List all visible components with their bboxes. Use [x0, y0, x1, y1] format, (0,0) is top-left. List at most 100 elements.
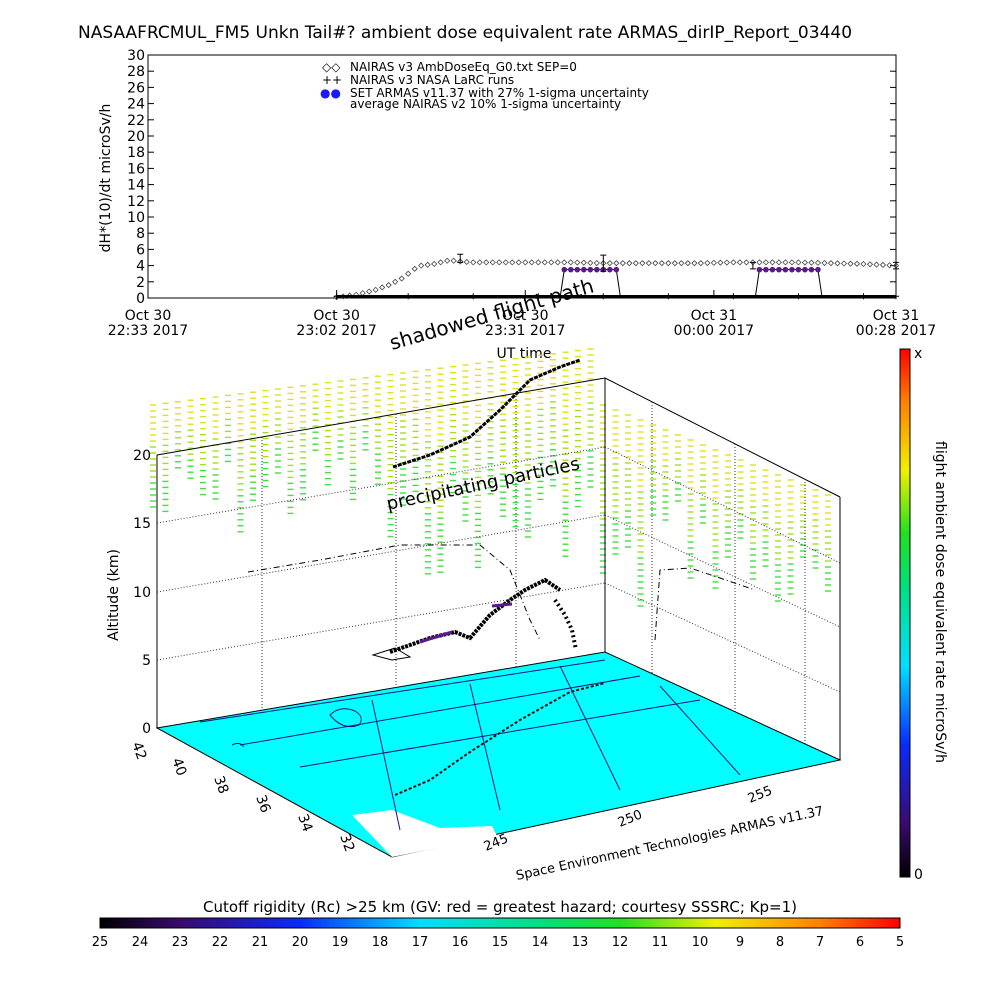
rigidity-tick-label: 24 — [132, 935, 149, 950]
nairas-larc-point — [665, 293, 672, 300]
nairas-v2-errorbar — [600, 254, 607, 272]
nairas-v3-point — [853, 260, 861, 267]
armas-point — [789, 266, 795, 273]
armas-point — [613, 266, 620, 273]
armas-point — [594, 266, 600, 273]
nairas-v3-point — [619, 260, 626, 267]
y-tick-label: 26 — [127, 80, 145, 96]
nairas-v3-point — [541, 259, 548, 266]
armas-point — [769, 266, 776, 273]
nairas-v3-point — [691, 260, 698, 267]
nairas-v3-point — [658, 260, 665, 267]
rigidity-colorbar-label: Cutoff rigidity (Rc) >25 km (GV: red = g… — [203, 898, 797, 916]
x-axis-label: UT time — [497, 346, 552, 362]
x-tick-label-time: 00:00 2017 — [674, 323, 754, 339]
map-boundaries — [199, 659, 741, 831]
nairas-v3-point — [509, 259, 516, 266]
armas-point — [782, 266, 789, 273]
legend-marker-1: ◇◇ — [322, 60, 341, 74]
armas-point — [815, 266, 821, 273]
nairas-larc-point — [535, 293, 542, 300]
nairas-v3-point — [554, 259, 561, 266]
rigidity-tick-label: 22 — [212, 935, 229, 950]
dose-colorbar-top: x — [914, 346, 922, 362]
series-layer — [333, 253, 900, 301]
y-axis-label: dH*(10)/dt microSv/h — [98, 104, 114, 253]
x-tick-label-time: 00:28 2017 — [856, 323, 936, 339]
box-frame — [156, 377, 841, 760]
nairas-v3-point — [704, 259, 711, 267]
armas-point — [776, 266, 782, 273]
nairas-larc-point — [730, 293, 737, 300]
nairas-v3-point — [385, 281, 392, 289]
nairas-v3-point — [717, 259, 724, 266]
nairas-v3-point — [866, 261, 874, 268]
nairas-v3-point — [411, 265, 418, 272]
y-tick-label: 20 — [127, 129, 145, 145]
lat-tick-38: 38 — [210, 774, 231, 796]
z-tick-15: 15 — [133, 516, 151, 532]
nairas-v3-point — [639, 260, 646, 267]
nairas-v3-point — [736, 259, 743, 266]
cutoff-rigidity-surface — [155, 651, 842, 858]
nairas-v3-point — [827, 260, 835, 267]
nairas-v3-point — [743, 259, 750, 266]
rigidity-colorbar: Cutoff rigidity (Rc) >25 km (GV: red = g… — [92, 898, 904, 950]
nairas-larc-point — [860, 293, 867, 300]
y-tick-label: 14 — [127, 178, 145, 194]
z-tick-0: 0 — [142, 721, 151, 737]
nairas-v3-point — [723, 259, 730, 266]
lat-tick-34: 34 — [294, 812, 315, 834]
y-tick-label: 18 — [127, 145, 145, 161]
y-tick-label: 2 — [136, 275, 145, 291]
nairas-larc-point — [600, 293, 607, 300]
nairas-v3-point — [470, 259, 477, 266]
nairas-v3-point — [795, 259, 802, 266]
nairas-v3-point — [684, 260, 691, 267]
z-tick-10: 10 — [133, 585, 151, 601]
legend: ◇◇ NAIRAS v3 AmbDoseEq_G0.txt SEP=0 ++ N… — [320, 60, 649, 111]
nairas-v3-point — [483, 259, 490, 266]
nairas-v3-point — [879, 261, 887, 269]
nairas-v3-point — [801, 259, 809, 266]
nairas-larc-point — [795, 293, 802, 300]
nairas-v3-point — [665, 260, 672, 267]
nairas-v3-point — [359, 290, 366, 297]
armas-point — [567, 266, 574, 273]
y-tick-label: 10 — [127, 210, 145, 226]
descent-path — [553, 598, 578, 651]
nairas-larc-point — [893, 293, 899, 300]
ground-track — [394, 682, 606, 796]
nairas-v3-point — [697, 260, 704, 267]
nairas-v3-point — [814, 259, 822, 266]
nairas-v3-point — [710, 259, 717, 266]
nairas-v2-errorbar — [893, 261, 899, 270]
y-tick-label: 22 — [127, 113, 145, 129]
wall-projection-right — [654, 567, 756, 641]
rigidity-tick-label: 5 — [896, 935, 904, 950]
lat-tick-42: 42 — [128, 740, 149, 762]
nairas-v3-point — [587, 259, 594, 266]
nairas-v3-point — [366, 288, 373, 295]
legend-label-3: SET ARMAS v11.37 with 27% 1-sigma uncert… — [350, 86, 649, 100]
y-tick-label: 0 — [136, 291, 145, 307]
nairas-v3-point — [821, 259, 828, 267]
armas-point — [561, 266, 568, 273]
nairas-v3-point — [840, 260, 848, 267]
nairas-v3-point — [671, 260, 678, 267]
nairas-v3-point — [528, 259, 535, 266]
dose-colorbar: x 0 flight ambient dose equivalent rate … — [899, 346, 948, 883]
aircraft-marker — [371, 647, 412, 661]
rigidity-tick-label: 12 — [612, 935, 629, 950]
rigidity-tick-label: 7 — [816, 935, 824, 950]
latitude-axis: 42 40 38 36 34 32 — [128, 740, 357, 854]
nairas-v3-point — [593, 259, 600, 267]
y-tick-label: 4 — [136, 259, 145, 275]
rigidity-colorbar-gradient — [99, 917, 901, 929]
nairas-v3-point — [847, 260, 854, 267]
rigidity-tick-label: 18 — [372, 935, 389, 950]
nairas-v3-point — [522, 259, 529, 266]
rigidity-tick-label: 23 — [172, 935, 189, 950]
